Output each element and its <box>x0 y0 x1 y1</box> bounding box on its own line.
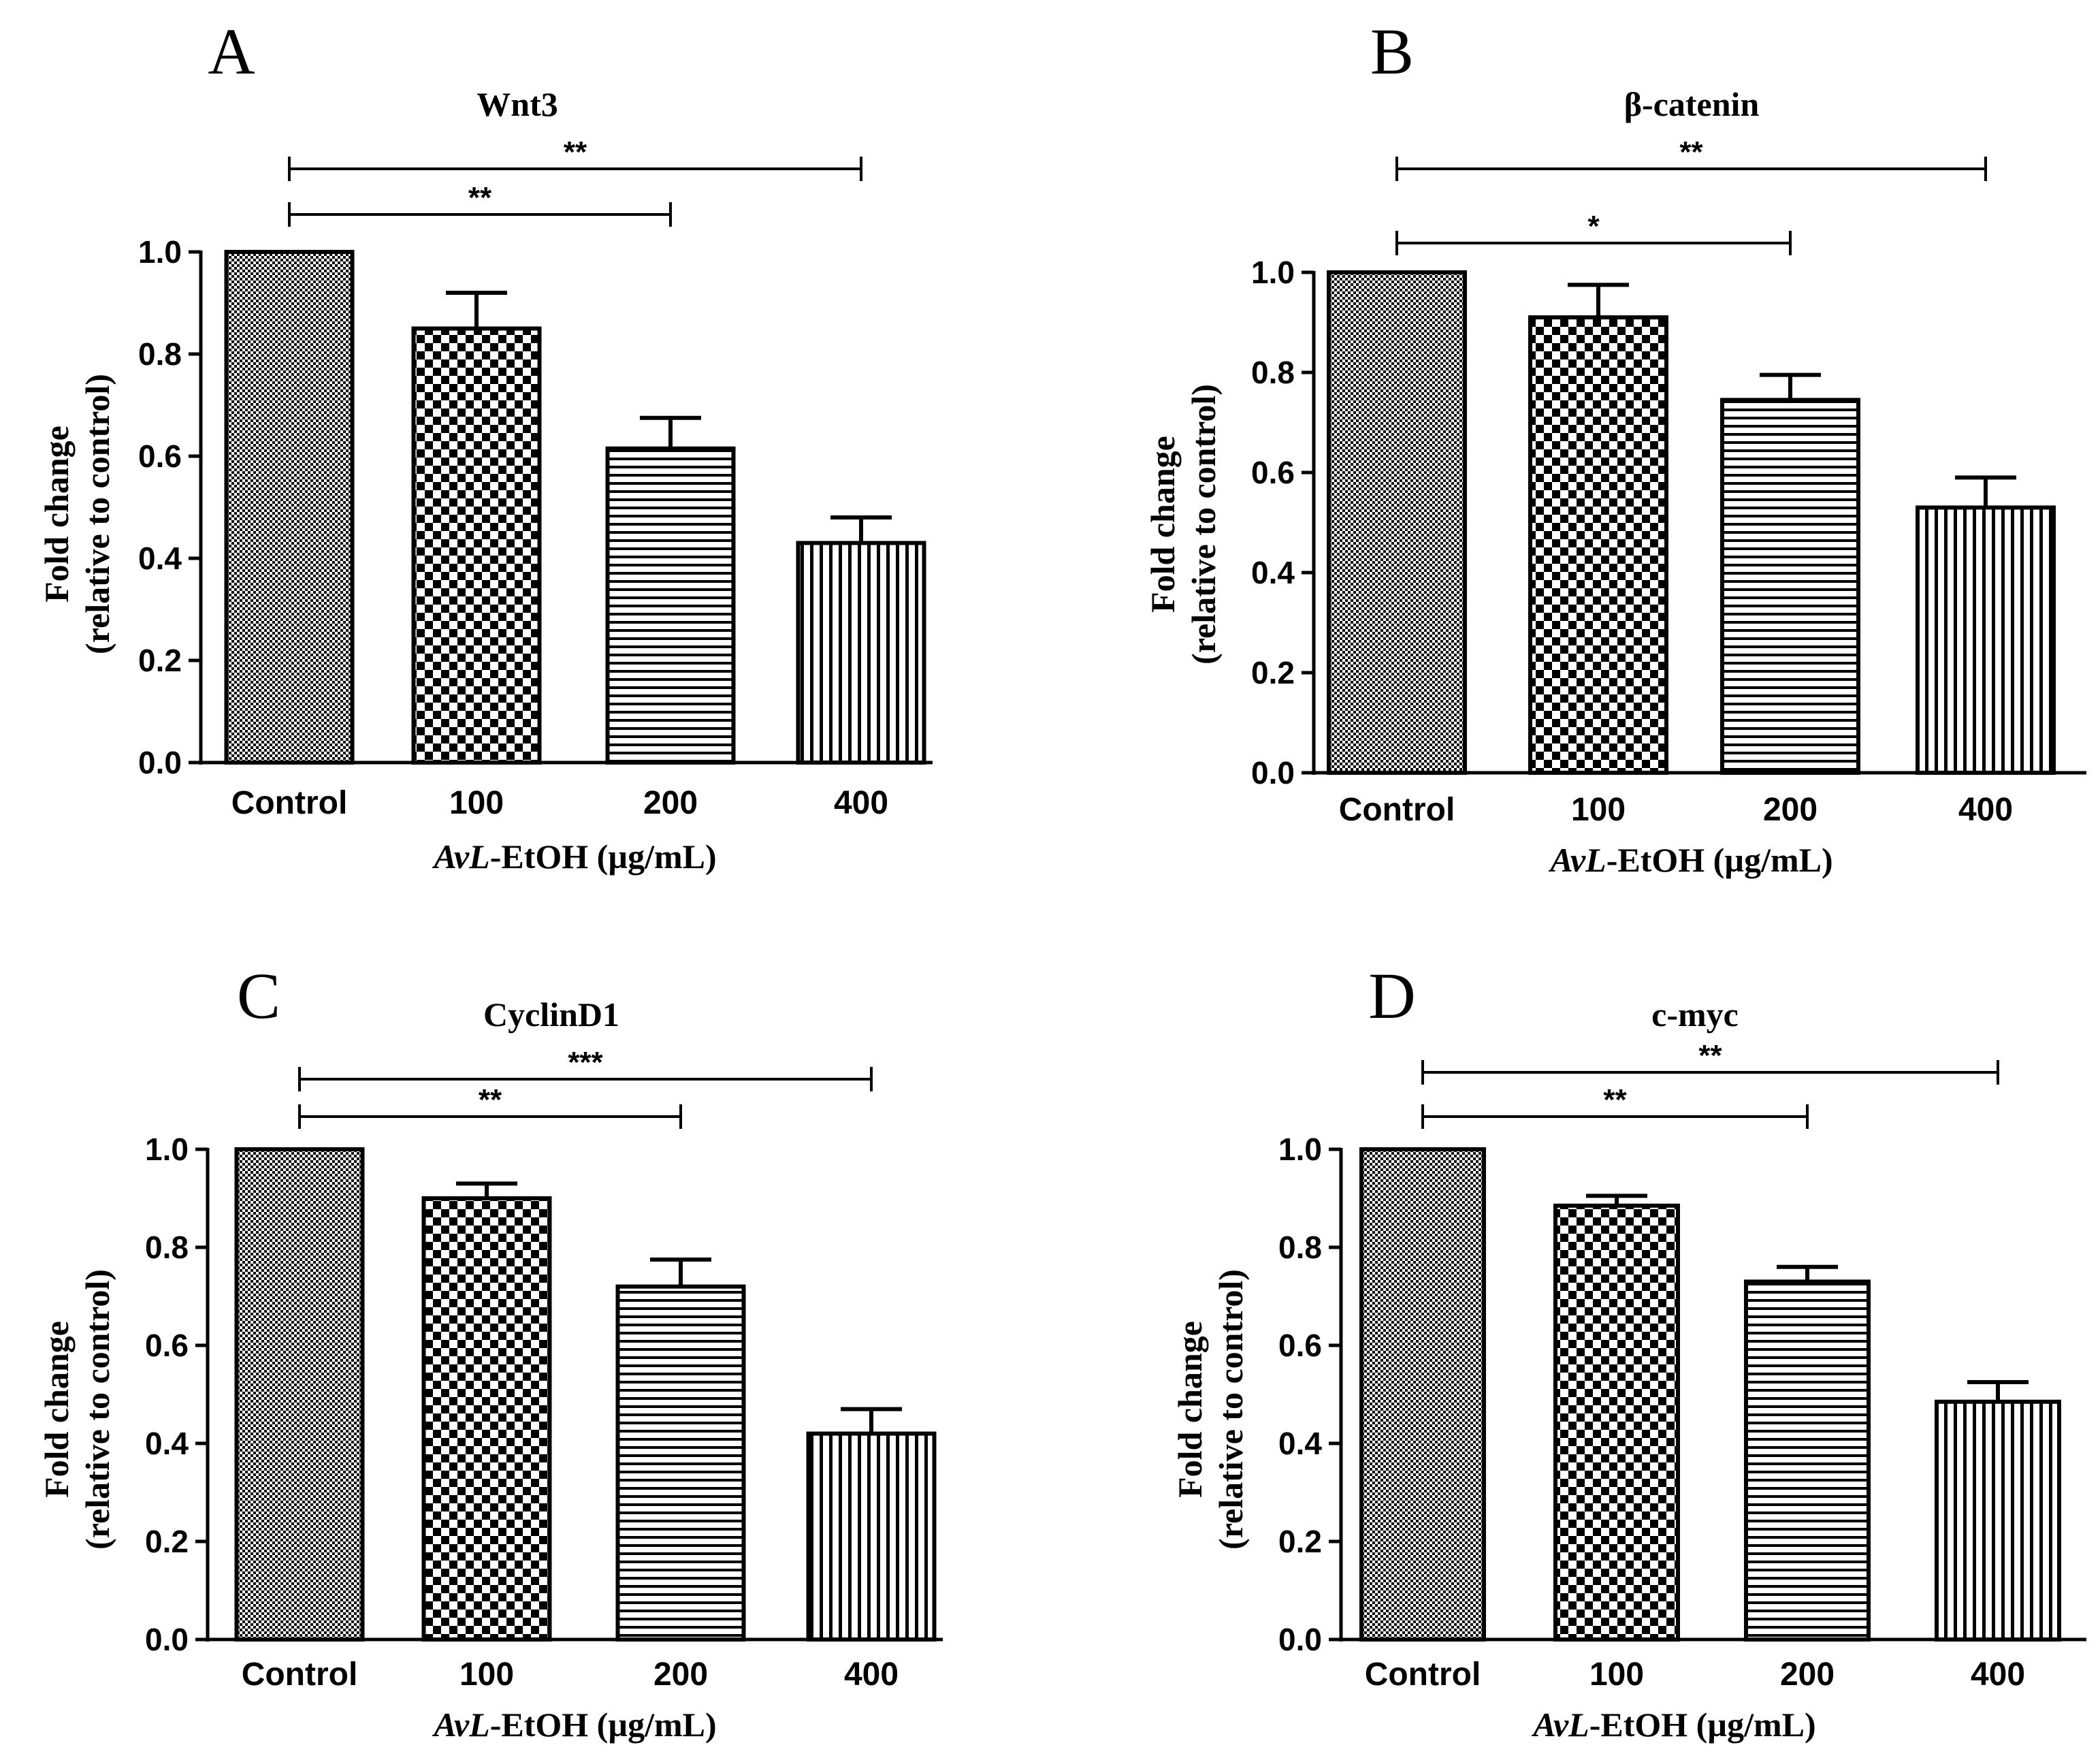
y-axis-title: Fold change(relative to control) <box>37 374 116 654</box>
significance-label: ** <box>564 135 587 169</box>
panel-a: A Wnt3 0.0 0.2 0.4 0.6 0.8 1.0 Control 100 200 400 *… <box>37 15 933 876</box>
y-tick-label: 0.8 <box>145 1230 189 1265</box>
bar-100 <box>421 1196 552 1642</box>
y-tick-label: 0.0 <box>1278 1622 1322 1657</box>
y-tick-label: 0.4 <box>1251 555 1295 590</box>
x-category-label: 100 <box>449 785 504 821</box>
panel-b: Bβ-catenin 0.0 0.2 0.4 0.6 0.8 1.0 Control 100 20… <box>1144 15 2086 879</box>
x-category-label: 100 <box>1571 792 1626 828</box>
bar-200 <box>1744 1279 1871 1642</box>
y-tick-label: 0.6 <box>1278 1328 1322 1363</box>
y-axis-title: Fold change(relative to control) <box>1171 1269 1250 1550</box>
bar-400 <box>806 1431 937 1642</box>
y-tick-label: 0.4 <box>1278 1426 1322 1461</box>
x-category-label: Control <box>1339 792 1455 828</box>
bar-400 <box>796 541 926 765</box>
panel-letter: C <box>237 959 280 1032</box>
chart-title: c-myc <box>1651 995 1739 1034</box>
bar-control <box>234 1147 365 1642</box>
x-category-label: 100 <box>1589 1657 1644 1693</box>
panel-c: C CyclinD1 0.0 0.2 0.4 0.6 0.8 1.0 Control 100 200… <box>37 959 943 1744</box>
x-category-label: 200 <box>653 1657 708 1693</box>
y-tick-label: 1.0 <box>145 1132 189 1167</box>
y-tick-label: 0.6 <box>145 1328 189 1363</box>
y-tick-label: 0.8 <box>138 336 182 372</box>
significance-label: * <box>1587 210 1600 243</box>
x-category-label: 200 <box>1780 1657 1835 1693</box>
x-category-label: 400 <box>844 1657 899 1693</box>
y-tick-label: 0.2 <box>1251 655 1295 690</box>
x-category-label: 400 <box>1971 1657 2025 1693</box>
significance-label: ** <box>1698 1039 1722 1072</box>
y-tick-label: 1.0 <box>138 234 182 270</box>
y-tick-label: 0.4 <box>145 1426 189 1461</box>
bar-400 <box>1916 505 2056 775</box>
y-tick-label: 1.0 <box>1251 255 1295 290</box>
y-tick-label: 0.8 <box>1278 1230 1322 1265</box>
chart-title: Wnt3 <box>476 85 558 123</box>
x-category-label: 400 <box>1958 792 2013 828</box>
y-tick-label: 0.6 <box>1251 455 1295 490</box>
significance-label: ** <box>468 181 492 214</box>
bar-control <box>1359 1147 1486 1642</box>
bar-control <box>1327 270 1467 775</box>
y-axis-title: Fold change(relative to control) <box>37 1269 116 1550</box>
y-axis-title: Fold change(relative to control) <box>1144 384 1223 665</box>
chart-title: β-catenin <box>1624 85 1760 123</box>
bar-200 <box>605 446 736 765</box>
significance-label: ** <box>1679 135 1703 169</box>
bar-200 <box>615 1284 746 1642</box>
y-tick-label: 0.8 <box>1251 355 1295 390</box>
y-tick-label: 0.6 <box>138 438 182 474</box>
bar-100 <box>1528 315 1668 775</box>
x-category-label: 400 <box>834 785 888 821</box>
x-axis-title: AvL-EtOH (µg/mL) <box>432 837 716 876</box>
bar-200 <box>1720 398 1860 775</box>
y-tick-label: 0.2 <box>138 643 182 678</box>
bar-100 <box>1553 1203 1680 1642</box>
x-axis-title: AvL-EtOH (µg/mL) <box>1548 841 1832 879</box>
x-axis-title: AvL-EtOH (µg/mL) <box>432 1706 716 1744</box>
panel-letter: A <box>208 15 255 88</box>
y-tick-label: 1.0 <box>1278 1132 1322 1167</box>
significance-label: *** <box>568 1046 603 1079</box>
x-category-label: Control <box>242 1657 358 1693</box>
x-category-label: Control <box>1365 1657 1481 1693</box>
bar-400 <box>1935 1399 2061 1642</box>
bar-100 <box>411 326 542 765</box>
significance-label: ** <box>1603 1083 1627 1117</box>
panel-letter: B <box>1370 15 1414 88</box>
y-tick-label: 0.2 <box>145 1524 189 1559</box>
x-category-label: 200 <box>643 785 698 821</box>
y-tick-label: 0.0 <box>1251 755 1295 790</box>
x-category-label: Control <box>231 785 348 821</box>
significance-label: ** <box>479 1083 502 1117</box>
bar-control <box>224 250 355 765</box>
y-tick-label: 0.4 <box>138 541 182 576</box>
y-tick-label: 0.0 <box>145 1622 189 1657</box>
x-category-label: 100 <box>459 1657 514 1693</box>
chart-title: CyclinD1 <box>483 995 619 1034</box>
x-category-label: 200 <box>1763 792 1818 828</box>
y-tick-label: 0.0 <box>138 745 182 780</box>
panel-letter: D <box>1368 959 1415 1032</box>
y-tick-label: 0.2 <box>1278 1524 1322 1559</box>
x-axis-title: AvL-EtOH (µg/mL) <box>1531 1706 1815 1744</box>
